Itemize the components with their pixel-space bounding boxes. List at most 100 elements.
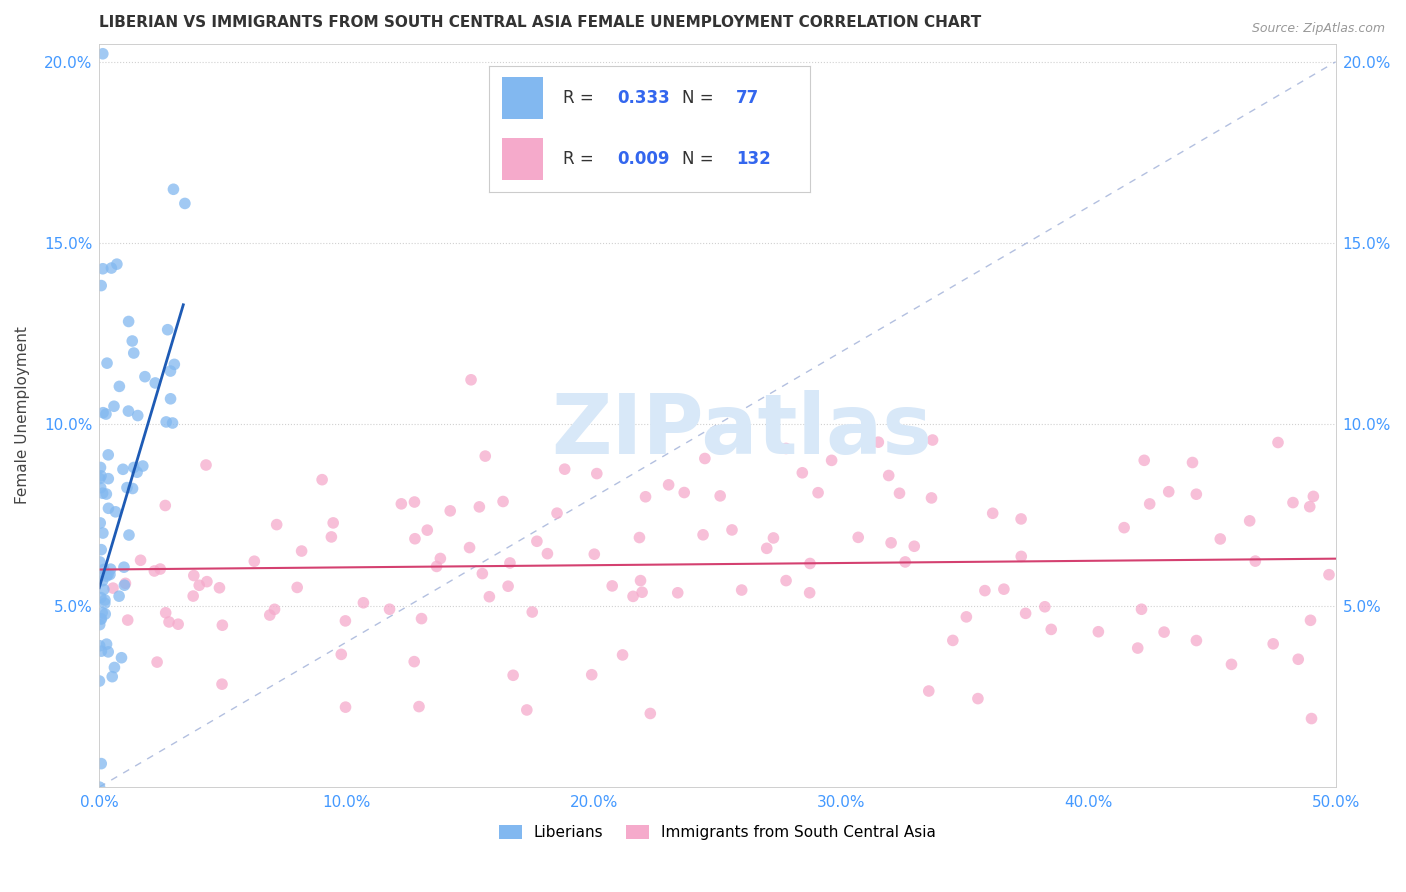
Point (89, 555, 111, 569)
Point (90, 612, 112, 626)
Point (91, 406, 114, 420)
Point (755, 541, 778, 556)
Point (330, 648, 353, 662)
Point (104, 505, 127, 519)
Point (98, 567, 121, 582)
Point (90, 481, 112, 495)
Point (97, 448, 120, 462)
Point (1153, 625, 1175, 640)
Point (173, 196, 195, 211)
Point (1133, 453, 1156, 467)
Point (94, 407, 117, 421)
Point (458, 541, 481, 555)
Point (132, 458, 155, 473)
Point (894, 555, 917, 569)
Point (311, 473, 333, 487)
Point (103, 660, 125, 674)
Point (211, 677, 233, 691)
Point (628, 531, 651, 545)
Point (94, 596, 117, 610)
Point (731, 582, 754, 597)
Point (93, 582, 115, 597)
Text: Source: ZipAtlas.com: Source: ZipAtlas.com (1251, 22, 1385, 36)
Point (721, 523, 744, 537)
Point (1185, 487, 1208, 501)
Point (546, 506, 568, 520)
Point (195, 574, 218, 589)
Point (1010, 549, 1032, 564)
Legend: Liberians, Immigrants from South Central Asia: Liberians, Immigrants from South Central… (492, 819, 942, 847)
Point (91, 46, 114, 61)
Point (973, 583, 995, 598)
Point (408, 699, 430, 714)
Point (1267, 435, 1289, 450)
Point (96, 637, 118, 651)
Point (1126, 641, 1149, 656)
Point (1317, 567, 1340, 582)
Point (820, 453, 842, 467)
Point (921, 433, 943, 447)
Point (762, 531, 785, 545)
Point (1220, 657, 1243, 672)
Point (378, 602, 401, 616)
Point (1014, 607, 1036, 621)
Point (621, 590, 644, 604)
Point (1185, 633, 1208, 648)
Y-axis label: Female Unemployment: Female Unemployment (15, 326, 30, 504)
Point (799, 586, 821, 600)
Point (1299, 613, 1322, 627)
Point (404, 495, 426, 509)
Point (183, 568, 205, 582)
Point (146, 655, 169, 669)
Point (775, 442, 797, 456)
Point (103, 399, 125, 413)
Point (1040, 623, 1063, 637)
Point (97, 501, 120, 516)
Point (1139, 497, 1161, 511)
Point (143, 564, 166, 578)
Point (208, 581, 231, 595)
Point (692, 528, 714, 542)
Point (630, 574, 652, 588)
Point (127, 465, 149, 479)
Text: ZIPatlas: ZIPatlas (551, 390, 932, 471)
Point (96, 569, 118, 583)
Point (90, 21, 112, 36)
Point (89, 460, 111, 475)
Point (181, 589, 204, 603)
Point (100, 261, 122, 276)
Point (96, 487, 118, 501)
Point (709, 489, 731, 503)
Point (955, 610, 977, 624)
Point (1209, 532, 1232, 546)
Point (918, 684, 941, 698)
Point (499, 556, 522, 570)
Point (115, 481, 138, 495)
Point (502, 668, 524, 682)
Point (460, 373, 482, 387)
Point (585, 467, 607, 481)
Point (90, 469, 112, 483)
Point (100, 562, 122, 576)
Point (807, 485, 830, 500)
Point (97, 645, 120, 659)
Point (90, 644, 112, 658)
Point (188, 578, 211, 592)
Point (1301, 712, 1323, 726)
Point (389, 497, 412, 511)
Point (993, 582, 1015, 597)
Point (880, 536, 903, 550)
Point (117, 314, 139, 328)
Point (967, 691, 990, 706)
Point (259, 608, 281, 623)
Point (122, 460, 145, 475)
Point (285, 581, 308, 595)
Point (658, 478, 681, 492)
Point (536, 547, 558, 561)
Point (90, 756, 112, 771)
Point (352, 596, 374, 610)
Point (121, 482, 143, 496)
Point (89, 639, 111, 653)
Point (134, 369, 156, 384)
Point (167, 617, 190, 632)
